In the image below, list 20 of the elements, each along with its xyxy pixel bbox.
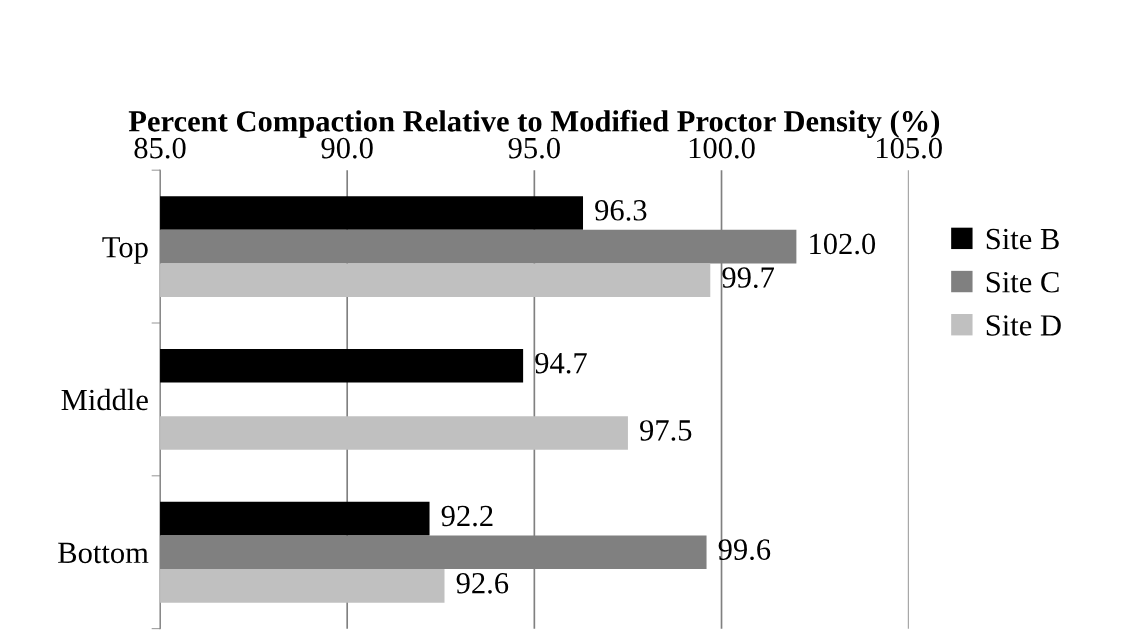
text: 99.6 bbox=[718, 539, 771, 561]
x-axis-title: Percent Compaction Relative to Modified Proctor Density (%) bbox=[128, 109, 940, 138]
text: 92.6 bbox=[456, 572, 509, 594]
legend-label: Site C bbox=[986, 272, 1059, 293]
x-tick-label: 105.0 bbox=[877, 137, 942, 159]
text: 102.0 bbox=[810, 233, 876, 255]
x-tick-label: 100.0 bbox=[689, 137, 755, 159]
x-tick-label: 90.0 bbox=[321, 137, 373, 159]
legend-label: Site D bbox=[986, 315, 1061, 336]
text: 94.7 bbox=[535, 352, 587, 374]
legend-label: Site B bbox=[986, 228, 1059, 250]
x-tick-label: 95.0 bbox=[508, 137, 560, 159]
text: 96.3 bbox=[595, 200, 647, 221]
text: 97.5 bbox=[640, 420, 692, 441]
x-tick-label: 85.0 bbox=[134, 137, 186, 159]
text: 99.7 bbox=[722, 267, 774, 288]
text: 92.2 bbox=[441, 505, 493, 527]
y-tick-label: Top bbox=[102, 237, 148, 264]
y-tick-label: Bottom bbox=[58, 542, 149, 564]
y-tick-label: Middle bbox=[61, 388, 148, 411]
